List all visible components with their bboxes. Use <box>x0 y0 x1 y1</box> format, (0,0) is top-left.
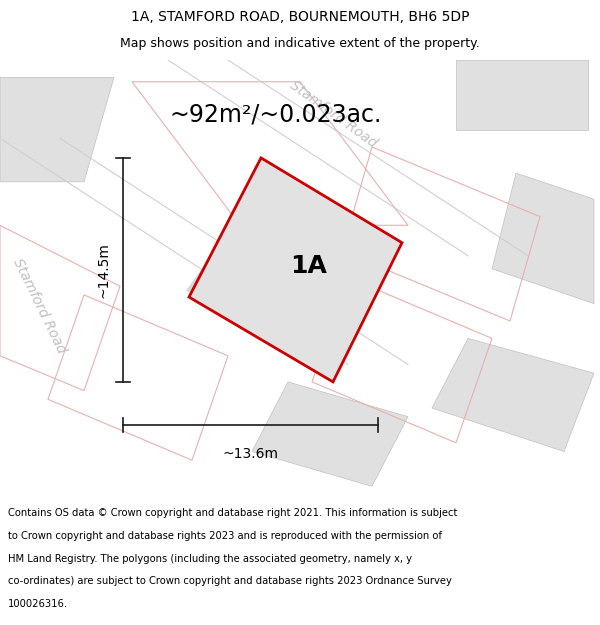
Text: to Crown copyright and database rights 2023 and is reproduced with the permissio: to Crown copyright and database rights 2… <box>8 531 442 541</box>
Text: ~13.6m: ~13.6m <box>223 447 278 461</box>
Text: co-ordinates) are subject to Crown copyright and database rights 2023 Ordnance S: co-ordinates) are subject to Crown copyr… <box>8 576 452 586</box>
Polygon shape <box>432 338 594 451</box>
Text: Map shows position and indicative extent of the property.: Map shows position and indicative extent… <box>120 37 480 50</box>
Text: ~92m²/~0.023ac.: ~92m²/~0.023ac. <box>170 102 382 126</box>
Text: ~14.5m: ~14.5m <box>97 242 111 298</box>
Text: Contains OS data © Crown copyright and database right 2021. This information is : Contains OS data © Crown copyright and d… <box>8 508 457 518</box>
Polygon shape <box>492 173 594 304</box>
Text: Stamford Road: Stamford Road <box>287 78 379 151</box>
Polygon shape <box>456 60 588 129</box>
Text: 1A: 1A <box>290 254 326 278</box>
Text: Stamford Road: Stamford Road <box>10 256 68 356</box>
Text: HM Land Registry. The polygons (including the associated geometry, namely x, y: HM Land Registry. The polygons (includin… <box>8 554 412 564</box>
Text: 1A, STAMFORD ROAD, BOURNEMOUTH, BH6 5DP: 1A, STAMFORD ROAD, BOURNEMOUTH, BH6 5DP <box>131 10 469 24</box>
Polygon shape <box>186 208 360 351</box>
Polygon shape <box>0 78 114 182</box>
Polygon shape <box>189 158 402 382</box>
Polygon shape <box>252 382 408 486</box>
Text: 100026316.: 100026316. <box>8 599 68 609</box>
